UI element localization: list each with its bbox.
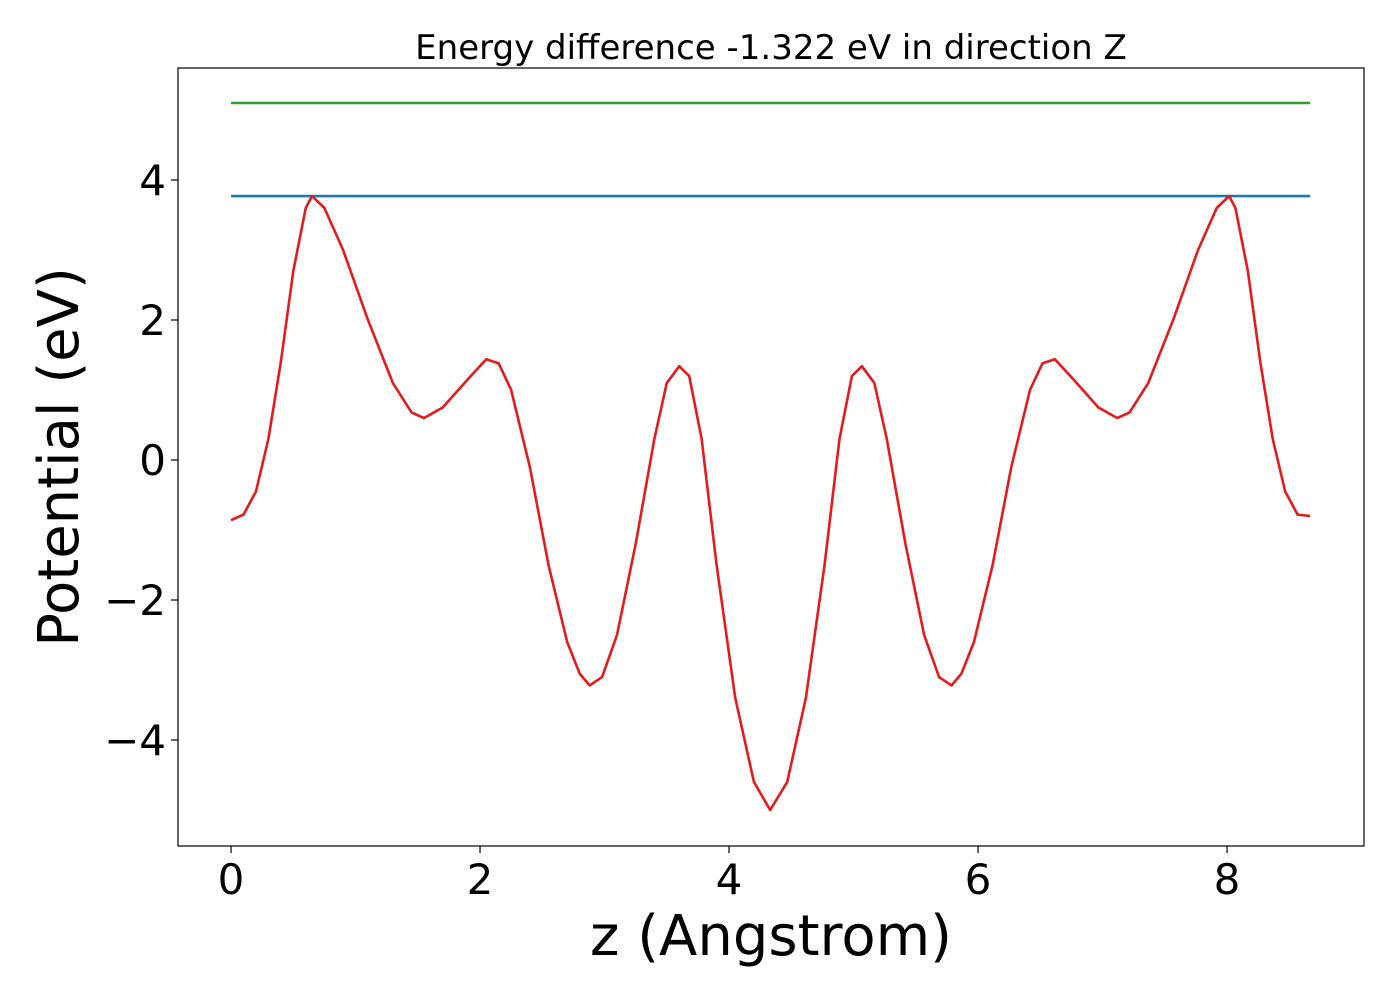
x-tick-label: 2: [467, 855, 494, 904]
x-axis-label: z (Angstrom): [590, 904, 952, 969]
y-tick-label: −4: [104, 716, 166, 765]
x-tick-label: 0: [218, 855, 245, 904]
x-tick-label: 6: [965, 855, 992, 904]
series-line: [230, 194, 1311, 812]
x-tick-label: 4: [716, 855, 743, 904]
y-tick-label: −2: [104, 576, 166, 625]
y-tick-label: 2: [139, 296, 166, 345]
y-tick-label: 4: [139, 156, 166, 205]
x-tick-label: 8: [1214, 855, 1241, 904]
y-tick-label: 0: [139, 436, 166, 485]
y-axis-label: Potential (eV): [27, 267, 92, 647]
chart-title: Energy difference -1.322 eV in direction…: [415, 28, 1127, 68]
plot-frame: [177, 67, 1365, 847]
